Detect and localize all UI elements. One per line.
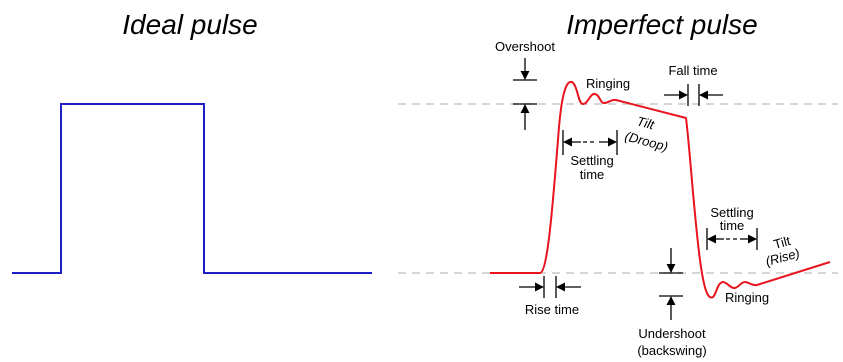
droop-label: (Droop) <box>623 128 669 154</box>
ideal-pulse-waveform <box>12 103 372 274</box>
tilt-top-label: Tilt <box>635 113 657 132</box>
ringing-bottom-label: Ringing <box>725 290 769 305</box>
imperfect-pulse-waveform <box>490 80 831 299</box>
tilt-bottom-label: Tilt <box>772 233 793 252</box>
settling-2-label-a: Settling <box>710 205 753 220</box>
rise-time-label: Rise time <box>525 302 579 317</box>
rise-label: (Rise) <box>764 245 801 268</box>
overshoot-label: Overshoot <box>495 39 555 54</box>
settling-1-label-a: Settling <box>570 153 613 168</box>
fall-time-label: Fall time <box>668 63 717 78</box>
imperfect-pulse-title: Imperfect pulse <box>566 9 757 40</box>
backswing-label: (backswing) <box>637 343 706 358</box>
undershoot-label: Undershoot <box>638 326 706 341</box>
settling-1-label-b: time <box>580 167 605 182</box>
ideal-pulse-title: Ideal pulse <box>122 9 257 40</box>
ringing-top-label: Ringing <box>586 76 630 91</box>
settling-2-label-b: time <box>720 218 745 233</box>
